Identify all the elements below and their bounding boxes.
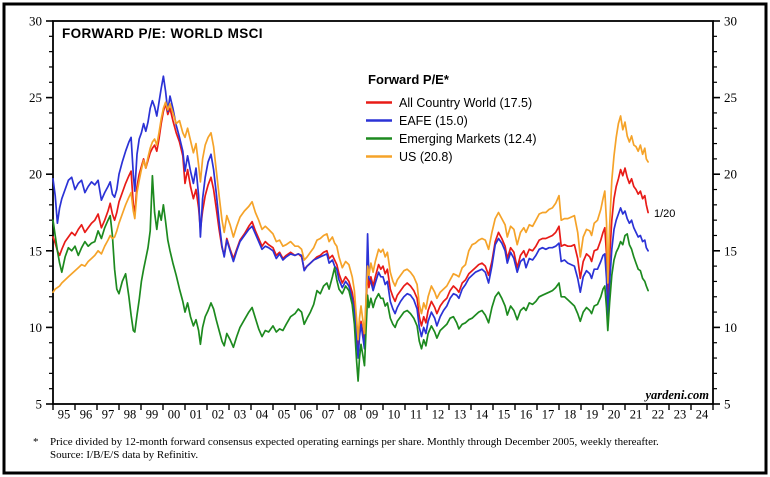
legend-label-all-country-world: All Country World (17.5) (399, 96, 532, 110)
y-axis-label-left: 10 (29, 320, 42, 335)
x-axis-label: 15 (498, 408, 511, 422)
x-axis-label: 24 (696, 408, 709, 422)
series-line-all-country-world (52, 102, 649, 355)
y-axis-label-left: 15 (29, 243, 42, 258)
series-line-emerging-markets (52, 174, 649, 382)
x-axis-label: 05 (278, 408, 291, 422)
x-axis-label: 12 (432, 408, 445, 422)
x-axis-label: 98 (124, 408, 137, 422)
x-axis-label: 20 (608, 408, 621, 422)
x-axis-label: 06 (300, 408, 313, 422)
x-axis-label: 13 (454, 408, 467, 422)
y-axis-label-right: 5 (724, 397, 731, 412)
x-axis-label: 21 (630, 408, 643, 422)
x-axis-label: 19 (586, 408, 599, 422)
footnote-line1: Price divided by 12-month forward consen… (50, 436, 659, 448)
y-axis-label-left: 5 (36, 397, 43, 412)
x-axis-label: 03 (234, 408, 247, 422)
legend-items: All Country World (17.5) EAFE (15.0) Emerg… (366, 96, 537, 164)
x-axis-label: 02 (212, 408, 225, 422)
x-axis-label: 10 (388, 408, 401, 422)
x-axis-label: 14 (476, 408, 489, 422)
legend-label-eafe: EAFE (15.0) (399, 114, 468, 128)
y-axis-label-right: 15 (724, 243, 737, 258)
series-line-us (52, 101, 649, 341)
x-axis-label: 04 (256, 408, 269, 422)
x-axis-label: 16 (520, 408, 533, 422)
x-axis-label: 11 (410, 408, 422, 422)
footnote-asterisk: * (33, 436, 39, 448)
y-axis-label-right: 20 (724, 167, 737, 182)
x-axis-label: 01 (190, 408, 203, 422)
y-axis-label-left: 20 (29, 167, 42, 182)
footnote: * Price divided by 12-month forward cons… (33, 436, 659, 461)
x-axis-label: 18 (564, 408, 577, 422)
x-axis-label: 00 (168, 408, 181, 422)
x-axis-label: 97 (102, 408, 115, 422)
legend-title: Forward P/E* (368, 72, 450, 87)
x-axis-label: 95 (58, 408, 71, 422)
y-axis-label-right: 25 (724, 90, 737, 105)
series-line-eafe (52, 75, 649, 359)
y-axis-label-left: 25 (29, 90, 42, 105)
x-axis-label: 17 (542, 408, 555, 422)
x-axis-label: 09 (366, 408, 379, 422)
legend-label-emerging-markets: Emerging Markets (12.4) (399, 132, 537, 146)
x-axis-label: 07 (322, 408, 335, 422)
chart-title: FORWARD P/E: WORLD MSCI (62, 26, 263, 41)
axes: 5 5 10 10 15 15 20 20 25 25 30 30 95 96 97 98 99 00 01 02 03… (29, 14, 737, 422)
y-axis-label-right: 30 (724, 14, 737, 29)
x-axis-label: 99 (146, 408, 159, 422)
x-axis-label: 08 (344, 408, 357, 422)
y-axis-label-left: 30 (29, 14, 42, 29)
footnote-line2: Source: I/B/E/S data by Refinitiv. (50, 449, 198, 461)
end-date-annotation: 1/20 (654, 208, 675, 220)
series-lines (52, 75, 649, 382)
y-axis-label-right: 10 (724, 320, 737, 335)
x-axis-label: 96 (80, 408, 93, 422)
x-axis-label: 23 (674, 408, 687, 422)
legend-label-us: US (20.8) (399, 150, 453, 164)
x-axis-label: 22 (652, 408, 665, 422)
branding-label: yardeni.com (643, 388, 709, 402)
legend: Forward P/E* All Country World (17.5) EAF… (366, 72, 537, 164)
